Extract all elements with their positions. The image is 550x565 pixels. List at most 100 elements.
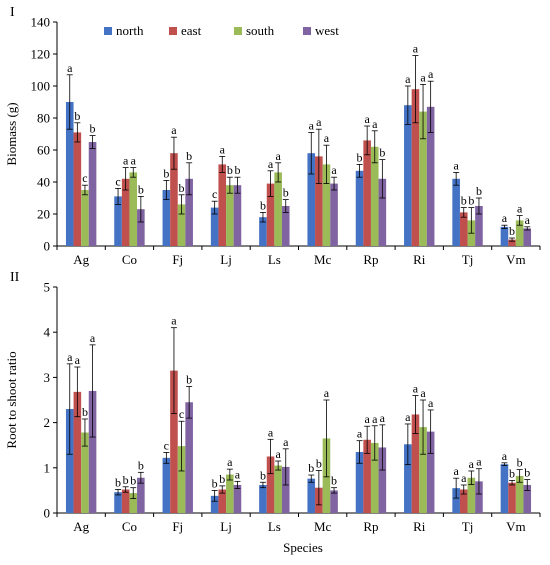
significance-letter: a bbox=[461, 471, 467, 485]
significance-letter: b bbox=[308, 461, 314, 475]
significance-letter: a bbox=[420, 70, 426, 84]
significance-letter: b bbox=[138, 182, 144, 196]
significance-letter: a bbox=[372, 117, 378, 131]
bar-south bbox=[177, 204, 186, 246]
significance-letter: b bbox=[509, 224, 515, 238]
x-tick-label: Ls bbox=[268, 519, 281, 534]
bar-east bbox=[121, 489, 130, 513]
significance-letter: a bbox=[316, 115, 322, 129]
x-tick-label: Co bbox=[122, 519, 137, 534]
bar-west bbox=[185, 402, 193, 513]
significance-letter: b bbox=[130, 474, 136, 488]
significance-letter: b bbox=[476, 184, 482, 198]
significance-letter: a bbox=[67, 350, 73, 364]
x-tick-label: Ag bbox=[73, 252, 89, 267]
bar-west bbox=[475, 481, 483, 513]
bar-north bbox=[404, 444, 412, 513]
panel-label: II bbox=[10, 270, 20, 285]
significance-letter: a bbox=[357, 427, 363, 441]
bar-east bbox=[218, 164, 227, 246]
bar-south bbox=[370, 442, 379, 513]
bar-east bbox=[266, 183, 275, 246]
significance-letter: b bbox=[186, 149, 192, 163]
bar-north bbox=[355, 170, 364, 246]
significance-letter: a bbox=[220, 142, 226, 156]
bar-north bbox=[210, 207, 219, 246]
significance-letter: b bbox=[316, 457, 322, 471]
significance-letter: b bbox=[509, 466, 515, 480]
legend-label-west: west bbox=[315, 23, 339, 38]
significance-letter: a bbox=[235, 467, 241, 481]
bar-south bbox=[81, 432, 89, 513]
significance-letter: b bbox=[219, 472, 225, 486]
bar-east bbox=[508, 239, 516, 246]
bar-north bbox=[500, 226, 509, 246]
legend-swatch-east bbox=[169, 27, 177, 35]
significance-letter: a bbox=[405, 72, 411, 86]
significance-letter: b bbox=[524, 466, 530, 480]
panel-label: I bbox=[10, 5, 15, 20]
bar-south bbox=[467, 477, 476, 513]
bar-east bbox=[170, 153, 178, 246]
significance-letter: a bbox=[525, 213, 531, 227]
bar-west bbox=[88, 142, 97, 246]
significance-letter: a bbox=[90, 331, 96, 345]
significance-letter: b bbox=[468, 194, 474, 208]
bar-west bbox=[281, 206, 290, 246]
bar-west bbox=[378, 447, 387, 513]
significance-letter: a bbox=[227, 455, 233, 469]
y-tick-label: 120 bbox=[31, 47, 51, 62]
legend-swatch-west bbox=[303, 27, 311, 35]
x-tick-label: Lj bbox=[220, 519, 232, 534]
y-tick-label: 2 bbox=[44, 415, 51, 430]
bar-east bbox=[508, 482, 516, 513]
bar-south bbox=[419, 427, 427, 513]
significance-letter: b bbox=[115, 475, 121, 489]
bar-west bbox=[378, 178, 387, 246]
y-tick-label: 5 bbox=[44, 280, 51, 295]
x-tick-label: Tj bbox=[462, 252, 474, 267]
significance-letter: b bbox=[212, 476, 218, 490]
significance-letter: a bbox=[171, 314, 177, 328]
bar-west bbox=[88, 390, 97, 513]
significance-letter: b bbox=[260, 198, 266, 212]
bar-west bbox=[330, 183, 338, 246]
significance-letter: a bbox=[131, 154, 137, 168]
x-tick-label: Fj bbox=[172, 519, 183, 534]
significance-letter: a bbox=[123, 154, 129, 168]
bar-east bbox=[459, 489, 468, 513]
significance-letter: a bbox=[413, 381, 419, 395]
bar-north bbox=[452, 488, 460, 513]
significance-letter: a bbox=[324, 131, 330, 145]
x-tick-label: Ri bbox=[413, 519, 426, 534]
significance-letter: b bbox=[331, 474, 337, 488]
bar-west bbox=[137, 477, 145, 513]
bar-north bbox=[65, 102, 74, 246]
bar-west bbox=[281, 466, 290, 513]
x-tick-label: Ls bbox=[268, 252, 281, 267]
bar-east bbox=[170, 370, 178, 513]
x-tick-label: Vm bbox=[506, 252, 526, 267]
bar-south bbox=[274, 465, 282, 513]
bar-north bbox=[307, 153, 316, 246]
x-tick-label: Rp bbox=[363, 252, 378, 267]
bar-north bbox=[114, 196, 122, 246]
significance-letter: a bbox=[428, 396, 434, 410]
significance-letter: b bbox=[90, 122, 96, 136]
bar-north bbox=[452, 178, 460, 246]
bar-west bbox=[475, 206, 483, 246]
bar-west bbox=[426, 431, 435, 513]
significance-letter: a bbox=[420, 386, 426, 400]
significance-letter: a bbox=[453, 464, 459, 478]
bar-west bbox=[523, 228, 532, 246]
x-axis-label: Species bbox=[283, 540, 323, 555]
significance-letter: a bbox=[275, 149, 281, 163]
y-tick-label: 60 bbox=[37, 143, 50, 158]
significance-letter: b bbox=[461, 194, 467, 208]
bar-west bbox=[523, 484, 532, 513]
y-tick-label: 20 bbox=[37, 207, 50, 222]
y-tick-label: 140 bbox=[31, 15, 51, 30]
significance-letter: b bbox=[163, 166, 169, 180]
significance-letter: b bbox=[82, 405, 88, 419]
significance-letter: c bbox=[212, 187, 217, 201]
